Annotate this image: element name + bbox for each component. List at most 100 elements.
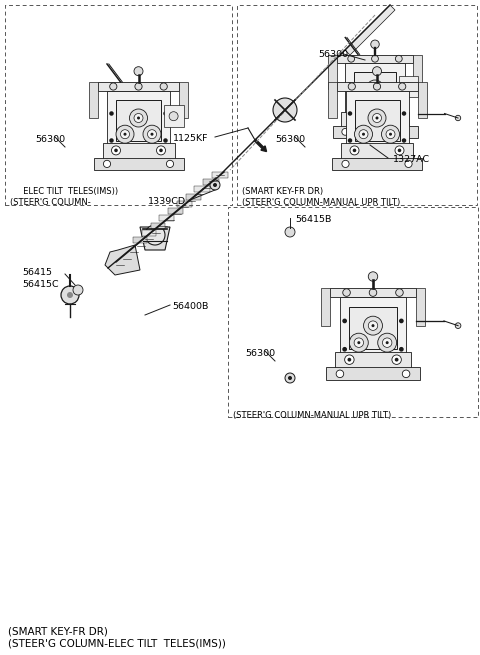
Circle shape <box>123 133 127 136</box>
Text: 56400B: 56400B <box>172 302 208 311</box>
Polygon shape <box>345 63 405 127</box>
Text: (STEER'G COLUMN-: (STEER'G COLUMN- <box>10 198 91 207</box>
Polygon shape <box>116 100 161 141</box>
Circle shape <box>372 56 378 62</box>
Text: (SMART KEY-FR DR): (SMART KEY-FR DR) <box>242 187 323 196</box>
Circle shape <box>354 338 363 347</box>
Circle shape <box>404 83 412 91</box>
Circle shape <box>159 149 163 152</box>
Circle shape <box>348 138 352 143</box>
Circle shape <box>396 289 403 296</box>
Text: (SMART KEY-FR DR): (SMART KEY-FR DR) <box>8 626 108 636</box>
Circle shape <box>160 83 168 90</box>
Circle shape <box>348 56 355 62</box>
Circle shape <box>342 128 348 135</box>
Circle shape <box>389 133 392 136</box>
Polygon shape <box>340 297 406 368</box>
Text: 56415: 56415 <box>22 268 52 277</box>
Circle shape <box>401 128 408 135</box>
Circle shape <box>135 83 142 90</box>
Polygon shape <box>186 194 201 200</box>
Circle shape <box>399 347 404 352</box>
Text: 56415C: 56415C <box>22 280 59 289</box>
Circle shape <box>373 87 376 90</box>
Circle shape <box>386 130 395 139</box>
Circle shape <box>392 115 400 123</box>
Polygon shape <box>330 288 416 297</box>
Circle shape <box>169 112 178 121</box>
Circle shape <box>116 125 134 143</box>
Text: 56300: 56300 <box>275 135 305 144</box>
Circle shape <box>67 292 73 298</box>
Circle shape <box>399 318 404 324</box>
Circle shape <box>73 285 83 295</box>
Circle shape <box>395 146 404 155</box>
Text: 56300: 56300 <box>35 135 65 144</box>
Polygon shape <box>416 288 425 326</box>
Polygon shape <box>194 187 210 193</box>
Circle shape <box>288 376 292 380</box>
Circle shape <box>455 323 461 329</box>
Circle shape <box>111 146 120 155</box>
Circle shape <box>110 83 117 90</box>
Circle shape <box>371 40 379 48</box>
Circle shape <box>402 111 406 116</box>
Circle shape <box>384 100 392 108</box>
Polygon shape <box>341 112 409 127</box>
Circle shape <box>373 83 381 90</box>
Polygon shape <box>327 82 336 118</box>
Circle shape <box>348 82 352 86</box>
Polygon shape <box>103 143 175 159</box>
Circle shape <box>402 138 406 143</box>
Polygon shape <box>89 82 98 118</box>
Circle shape <box>368 321 378 330</box>
Polygon shape <box>337 54 413 63</box>
Circle shape <box>361 102 364 105</box>
FancyArrow shape <box>254 140 266 151</box>
Circle shape <box>350 146 359 155</box>
Circle shape <box>61 286 79 304</box>
Circle shape <box>342 318 347 324</box>
Circle shape <box>363 316 383 335</box>
Circle shape <box>398 149 401 152</box>
Circle shape <box>213 183 217 187</box>
Polygon shape <box>212 172 228 178</box>
Circle shape <box>167 160 174 168</box>
Circle shape <box>163 138 168 143</box>
Circle shape <box>358 100 367 108</box>
Circle shape <box>156 146 166 155</box>
Polygon shape <box>326 367 420 381</box>
Circle shape <box>103 160 110 168</box>
Circle shape <box>392 355 401 364</box>
Circle shape <box>386 102 389 105</box>
Polygon shape <box>107 91 170 159</box>
Circle shape <box>109 111 114 116</box>
Circle shape <box>353 149 356 152</box>
Circle shape <box>395 358 398 362</box>
Polygon shape <box>355 100 399 141</box>
Circle shape <box>348 83 355 90</box>
Circle shape <box>285 373 295 383</box>
Circle shape <box>383 338 392 347</box>
Text: 1339CD: 1339CD <box>148 197 186 206</box>
Circle shape <box>402 370 410 378</box>
Circle shape <box>375 117 379 119</box>
Polygon shape <box>399 76 418 97</box>
Polygon shape <box>179 82 188 118</box>
Polygon shape <box>151 223 165 229</box>
Polygon shape <box>168 208 183 214</box>
Polygon shape <box>98 82 179 91</box>
Circle shape <box>378 333 396 352</box>
Polygon shape <box>336 82 418 91</box>
Circle shape <box>163 111 168 116</box>
Polygon shape <box>418 82 427 118</box>
Circle shape <box>143 125 161 143</box>
Polygon shape <box>335 352 411 368</box>
Polygon shape <box>140 227 170 250</box>
Circle shape <box>130 109 147 127</box>
Circle shape <box>359 130 368 139</box>
Circle shape <box>210 180 220 190</box>
Circle shape <box>398 83 406 90</box>
Bar <box>228 207 478 417</box>
Circle shape <box>134 67 143 76</box>
